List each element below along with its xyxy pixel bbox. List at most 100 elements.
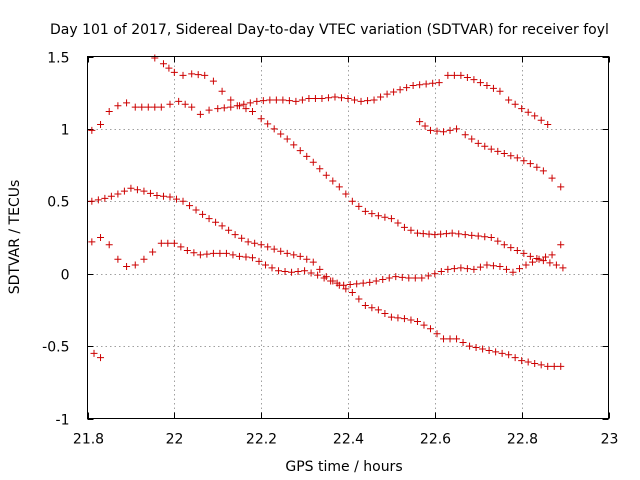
- point-sat-e: [359, 279, 367, 287]
- point-sat-e: [242, 253, 250, 261]
- point-sat-d: [557, 362, 565, 370]
- point-sat-e: [411, 274, 419, 282]
- point-sat-a: [322, 171, 330, 179]
- point-sat-e: [88, 238, 96, 246]
- point-sat-b: [377, 93, 385, 101]
- point-sat-e: [114, 255, 122, 263]
- point-sat-b: [383, 90, 391, 98]
- point-sat-e: [248, 254, 256, 262]
- point-sat-b: [157, 103, 165, 111]
- point-sat-a: [507, 244, 515, 252]
- point-sat-e: [97, 234, 105, 241]
- point-sat-b: [505, 96, 513, 104]
- point-sat-e: [418, 274, 426, 282]
- point-sat-d: [173, 195, 181, 203]
- point-sat-c: [520, 157, 528, 165]
- point-sat-d: [485, 346, 493, 354]
- point-sat-a: [201, 71, 209, 79]
- point-sat-a: [361, 207, 369, 215]
- point-sat-a: [165, 64, 173, 72]
- point-sat-e: [307, 269, 315, 277]
- point-sat-d: [264, 243, 272, 251]
- point-sat-b: [483, 81, 491, 89]
- point-sat-a: [209, 77, 217, 85]
- point-sat-b: [416, 81, 424, 89]
- point-sat-c: [487, 145, 495, 153]
- point-sat-d: [381, 310, 389, 318]
- point-sat-b: [324, 94, 332, 102]
- point-sat-e: [476, 263, 484, 271]
- point-sat-a: [159, 60, 167, 68]
- point-sat-e: [385, 274, 393, 282]
- point-sat-e: [392, 273, 400, 281]
- point-sat-d: [159, 192, 167, 200]
- point-sat-e: [327, 277, 335, 285]
- point-sat-d: [225, 226, 233, 234]
- point-sat-d: [251, 239, 259, 247]
- point-sat-b: [450, 71, 458, 79]
- point-sat-e: [557, 241, 565, 249]
- point-sat-b: [364, 97, 372, 105]
- point-sat-d: [107, 192, 115, 200]
- point-sat-a: [277, 130, 285, 138]
- point-sat-e: [444, 265, 452, 273]
- point-sat-d: [505, 351, 513, 359]
- point-sat-b: [429, 79, 437, 87]
- point-sat-b: [409, 81, 417, 89]
- point-sat-e: [262, 261, 270, 269]
- point-sat-b: [214, 105, 222, 113]
- y-tick-label: -0.5: [42, 340, 69, 356]
- point-sat-b: [524, 108, 532, 116]
- point-sat-e: [216, 249, 224, 257]
- point-sat-e: [424, 272, 432, 280]
- point-sat-a: [264, 120, 272, 128]
- point-sat-a: [194, 71, 202, 79]
- point-sat-b: [435, 79, 443, 87]
- point-sat-b: [246, 99, 254, 107]
- point-sat-d: [290, 251, 298, 259]
- point-sat-d: [166, 193, 174, 201]
- point-sat-b: [351, 96, 359, 104]
- point-sat-b: [311, 94, 319, 102]
- point-sat-e: [149, 248, 157, 256]
- point-sat-b: [233, 102, 241, 110]
- point-sat-e: [548, 251, 556, 259]
- point-sat-d: [492, 348, 500, 356]
- point-sat-b: [114, 102, 122, 110]
- point-sat-e: [281, 268, 289, 276]
- point-sat-a: [257, 115, 265, 123]
- x-tick-label: 23: [601, 432, 619, 448]
- point-sat-e: [457, 264, 465, 272]
- point-sat-c: [474, 139, 482, 147]
- point-sat-a: [329, 177, 337, 185]
- point-sat-c: [507, 152, 515, 160]
- point-sat-d: [199, 210, 207, 218]
- point-sat-a: [552, 261, 560, 269]
- point-sat-d: [192, 206, 200, 214]
- point-sat-b: [205, 106, 213, 114]
- point-sat-b: [344, 94, 352, 102]
- point-sat-d: [420, 321, 428, 329]
- point-sat-d: [342, 285, 350, 293]
- point-sat-d: [231, 231, 239, 239]
- point-sat-e: [222, 249, 230, 257]
- point-sat-b: [390, 88, 398, 96]
- point-sat-e: [105, 241, 113, 249]
- point-sat-b: [272, 96, 280, 104]
- point-sat-a: [218, 87, 226, 95]
- point-sat-b: [544, 121, 552, 129]
- point-sat-d: [524, 358, 532, 366]
- point-sat-d: [537, 361, 545, 369]
- point-sat-e: [431, 270, 439, 278]
- point-sat-c: [453, 125, 461, 133]
- point-sat-b: [396, 86, 404, 94]
- point-sat-d: [303, 255, 311, 263]
- point-sat-e: [496, 262, 504, 270]
- point-sat-b: [279, 96, 287, 104]
- point-sat-e: [450, 265, 458, 273]
- point-sat-d: [218, 222, 226, 230]
- point-sat-a: [170, 68, 178, 76]
- point-sat-d: [446, 335, 454, 343]
- point-sat-d: [296, 252, 304, 260]
